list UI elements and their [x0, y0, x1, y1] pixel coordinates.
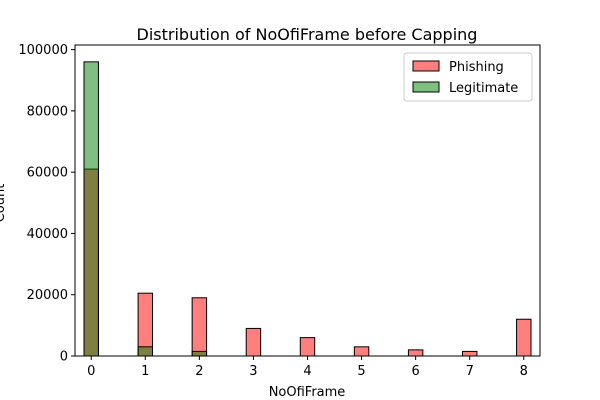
y-tick-label: 100000 [18, 43, 68, 58]
bar-phishing-8 [516, 318, 532, 357]
legend-swatch-phishing [412, 60, 440, 72]
y-axis-label: Count [0, 184, 8, 223]
bar-phishing-7 [461, 350, 478, 357]
legend: Phishing Legitimate [403, 52, 533, 102]
x-tick-label: 0 [87, 364, 95, 379]
chart-title: Distribution of NoOfiFrame before Cappin… [137, 25, 478, 44]
x-tick-label: 2 [195, 364, 203, 379]
bar-phishing-6 [407, 349, 424, 357]
x-tick-label: 8 [520, 364, 528, 379]
bar-phishing-5 [353, 346, 370, 357]
x-tick-label: 7 [466, 364, 474, 379]
bars-layer [83, 61, 532, 357]
x-tick-label: 1 [141, 364, 149, 379]
y-tick-label: 40000 [27, 227, 68, 242]
y-tick-label: 60000 [27, 166, 68, 181]
x-tick-label: 4 [303, 364, 311, 379]
y-axis: 0 20000 40000 60000 80000 100000 [18, 43, 75, 365]
x-tick-label: 3 [249, 364, 257, 379]
x-axis: 0 1 2 3 4 5 6 7 8 [87, 356, 528, 379]
y-tick-label: 20000 [27, 288, 68, 303]
bar-legitimate-0 [83, 61, 99, 357]
legend-swatch-legitimate [412, 81, 440, 93]
legend-label-legitimate: Legitimate [449, 81, 518, 96]
x-tick-label: 5 [357, 364, 365, 379]
bar-phishing-3 [245, 327, 262, 357]
x-axis-label: NoOfiFrame [269, 385, 346, 400]
x-tick-label: 6 [411, 364, 419, 379]
bar-legitimate-2 [191, 350, 208, 357]
y-tick-label: 0 [60, 350, 68, 365]
bar-phishing-2 [191, 297, 208, 357]
legend-label-phishing: Phishing [449, 60, 504, 75]
bar-legitimate-1 [137, 346, 154, 357]
bar-phishing-4 [299, 337, 316, 357]
y-tick-label: 80000 [27, 104, 68, 119]
